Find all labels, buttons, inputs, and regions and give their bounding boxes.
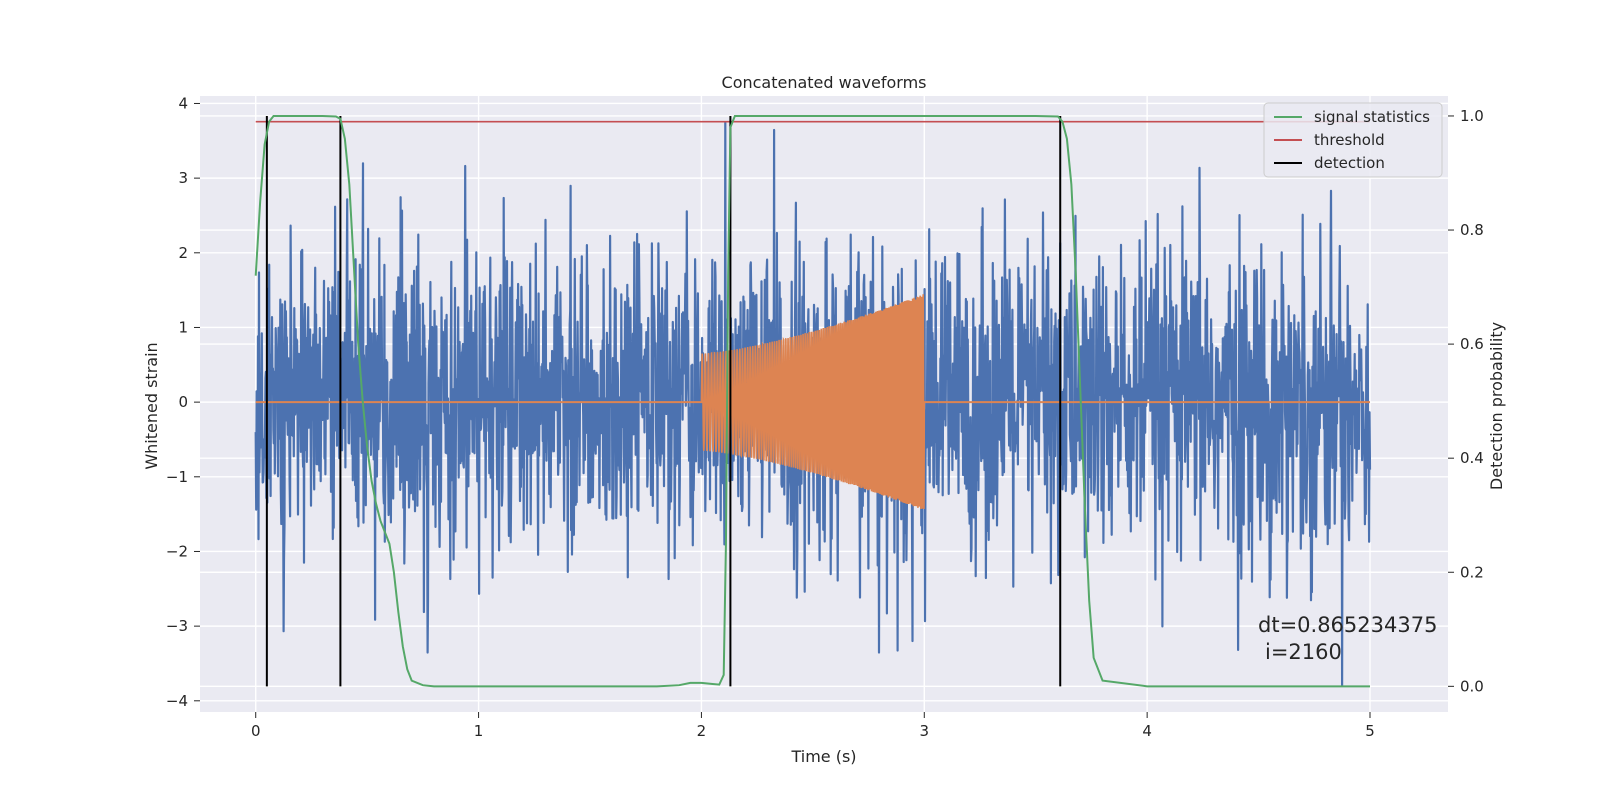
legend: signal statistics threshold detection: [1263, 102, 1443, 178]
y-axis-left-ticks: −4 −3 −2 −1 0 1 2 3 4: [166, 94, 200, 710]
x-tick-label: 1: [474, 722, 484, 740]
y-right-tick-label: 0.6: [1460, 335, 1484, 353]
chart-title: Concatenated waveforms: [722, 73, 927, 92]
y-left-tick-label: −3: [166, 617, 188, 635]
y-axis-left-label: Whitened strain: [142, 342, 161, 469]
y-right-tick-label: 0.8: [1460, 221, 1484, 239]
annotation-i: i=2160: [1265, 640, 1342, 664]
y-right-tick-label: 0.2: [1460, 563, 1484, 581]
injection-chirp-line: [700, 294, 926, 509]
annotation-dt: dt=0.865234375: [1258, 613, 1437, 637]
y-left-tick-label: 2: [178, 244, 188, 262]
x-tick-label: 4: [1142, 722, 1152, 740]
y-left-tick-label: 0: [178, 393, 188, 411]
y-right-tick-label: 0.4: [1460, 449, 1484, 467]
y-left-tick-label: −4: [166, 692, 188, 710]
x-tick-label: 0: [251, 722, 261, 740]
y-right-tick-label: 1.0: [1460, 107, 1484, 125]
legend-box: [1263, 102, 1443, 178]
y-left-tick-label: 1: [178, 318, 188, 336]
y-left-tick-label: 4: [178, 94, 188, 112]
y-left-tick-label: −2: [166, 542, 188, 560]
signal-statistics-line: [254, 114, 1370, 688]
x-axis-ticks: 0 1 2 3 4 5: [251, 712, 1375, 740]
y-left-tick-label: 3: [178, 169, 188, 187]
legend-label-threshold: threshold: [1314, 131, 1385, 149]
x-tick-label: 5: [1365, 722, 1375, 740]
y-left-tick-label: −1: [166, 468, 188, 486]
detection-lines: [265, 115, 1062, 687]
y-axis-right-label: Detection probability: [1487, 322, 1506, 490]
x-axis-label: Time (s): [790, 747, 856, 766]
legend-label-detection: detection: [1314, 154, 1385, 172]
y-axis-right-ticks: 0.0 0.2 0.4 0.6 0.8 1.0: [1448, 107, 1484, 695]
x-tick-label: 3: [920, 722, 930, 740]
legend-label-signal-statistics: signal statistics: [1314, 108, 1430, 126]
x-tick-label: 2: [697, 722, 707, 740]
plot-content: [254, 114, 1372, 688]
y-right-tick-label: 0.0: [1460, 677, 1484, 695]
